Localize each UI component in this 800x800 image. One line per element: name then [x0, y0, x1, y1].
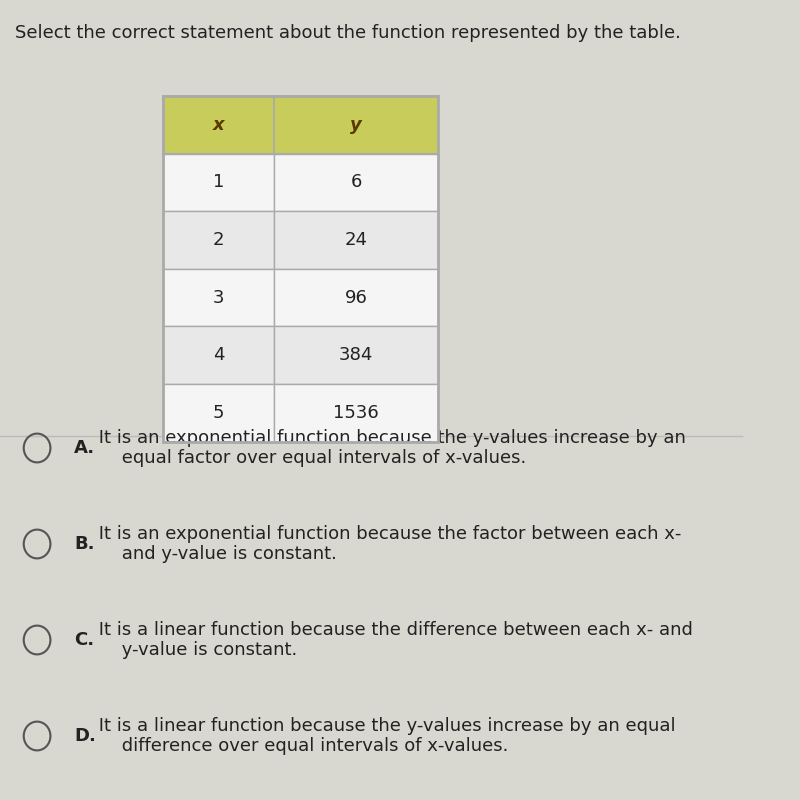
Bar [274, 211, 438, 269]
Text: 96: 96 [345, 289, 367, 306]
Text: C.: C. [74, 631, 94, 649]
Text: 2: 2 [213, 231, 225, 249]
Text: A.: A. [74, 439, 95, 457]
Bar [274, 154, 438, 211]
Text: 5: 5 [213, 404, 225, 422]
Text: 6: 6 [350, 174, 362, 191]
Text: It is an exponential function because the y-values increase by an
     equal fac: It is an exponential function because th… [93, 429, 686, 467]
Bar [163, 211, 274, 269]
Text: 4: 4 [213, 346, 225, 364]
Bar [274, 96, 438, 154]
Text: D.: D. [74, 727, 96, 745]
Text: 1536: 1536 [333, 404, 379, 422]
Bar [163, 96, 274, 154]
Bar [274, 269, 438, 326]
Text: It is a linear function because the y-values increase by an equal
     differenc: It is a linear function because the y-va… [93, 717, 675, 755]
Bar [163, 154, 274, 211]
Text: It is a linear function because the difference between each x- and
     y-value : It is a linear function because the diff… [93, 621, 693, 659]
Bar [274, 384, 438, 442]
Text: y: y [350, 116, 362, 134]
Bar [163, 269, 274, 326]
Text: 3: 3 [213, 289, 225, 306]
Text: It is an exponential function because the factor between each x-
     and y-valu: It is an exponential function because th… [93, 525, 681, 563]
Text: 384: 384 [339, 346, 374, 364]
Bar [163, 384, 274, 442]
Text: x: x [213, 116, 225, 134]
Text: 24: 24 [345, 231, 367, 249]
Text: 1: 1 [213, 174, 225, 191]
Text: B.: B. [74, 535, 94, 553]
Bar [163, 326, 274, 384]
Bar [274, 326, 438, 384]
Text: Select the correct statement about the function represented by the table.: Select the correct statement about the f… [15, 24, 681, 42]
